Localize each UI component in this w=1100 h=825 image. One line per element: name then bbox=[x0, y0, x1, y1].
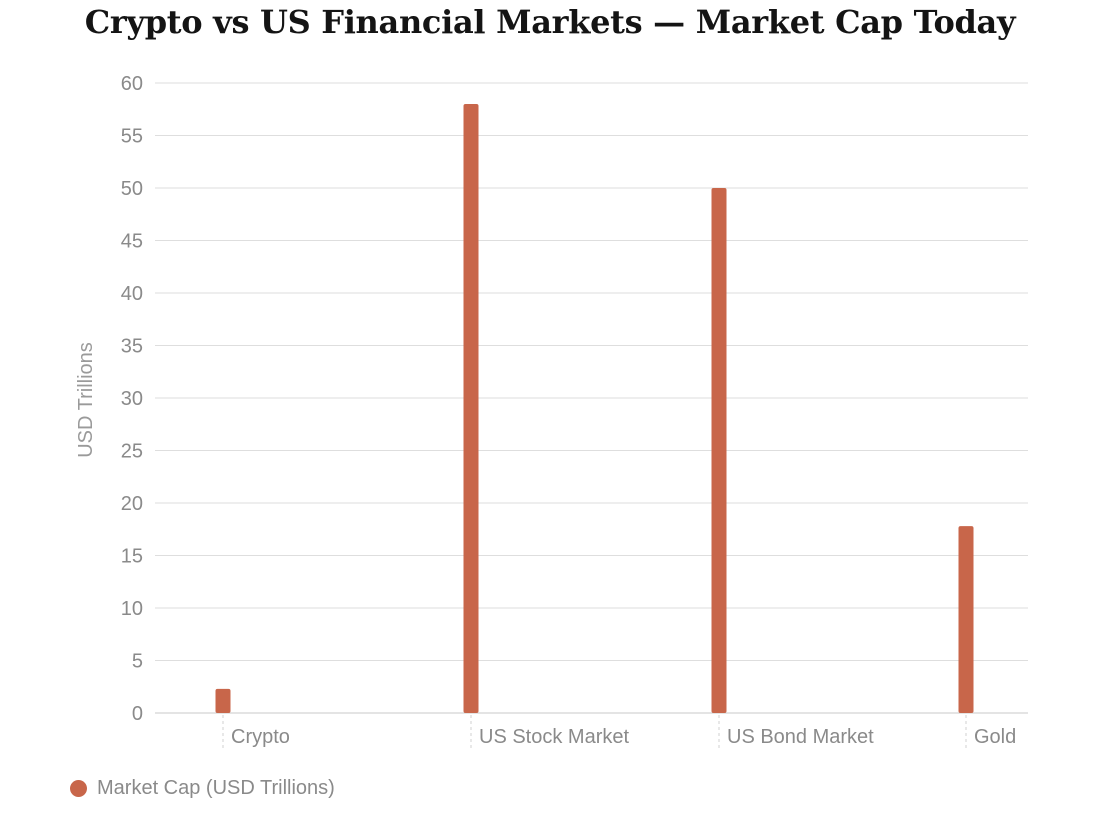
chart-title: Crypto vs US Financial Markets — Market … bbox=[84, 3, 1016, 41]
y-tick-label: 55 bbox=[121, 126, 143, 148]
x-tick-label: US Stock Market bbox=[479, 726, 629, 748]
legend-marker bbox=[70, 779, 87, 797]
y-tick-label: 50 bbox=[121, 178, 143, 200]
y-tick-label: 15 bbox=[121, 546, 143, 568]
y-tick-label: 40 bbox=[121, 283, 143, 305]
x-axis-ticks: Crypto US Stock Market US Bond Market Gold bbox=[222, 715, 1016, 749]
x-tick-label: Crypto bbox=[231, 726, 290, 748]
x-tick-label: US Bond Market bbox=[727, 726, 874, 748]
bar-us-bond-market bbox=[711, 188, 727, 713]
y-tick-label: 25 bbox=[121, 441, 143, 463]
y-tick-label: 0 bbox=[132, 703, 143, 725]
bar-crypto bbox=[215, 688, 231, 713]
bar-gold bbox=[958, 526, 974, 713]
y-axis-ticks: 0 5 10 15 20 25 30 35 40 45 50 55 60 bbox=[121, 73, 143, 725]
x-tick-label: Gold bbox=[974, 726, 1016, 748]
y-tick-label: 60 bbox=[121, 73, 143, 95]
gridlines bbox=[155, 82, 1028, 714]
y-tick-label: 20 bbox=[121, 493, 143, 515]
y-tick-label: 45 bbox=[121, 231, 143, 253]
bar-us-stock-market bbox=[463, 104, 479, 713]
y-tick-label: 5 bbox=[132, 651, 143, 673]
legend-label: Market Cap (USD Trillions) bbox=[97, 776, 335, 799]
y-tick-label: 30 bbox=[121, 388, 143, 410]
legend: Market Cap (USD Trillions) bbox=[70, 774, 335, 802]
y-axis-title: USD Trillions bbox=[75, 342, 97, 458]
y-tick-label: 10 bbox=[121, 598, 143, 620]
y-tick-label: 35 bbox=[121, 336, 143, 358]
bars bbox=[215, 104, 974, 713]
